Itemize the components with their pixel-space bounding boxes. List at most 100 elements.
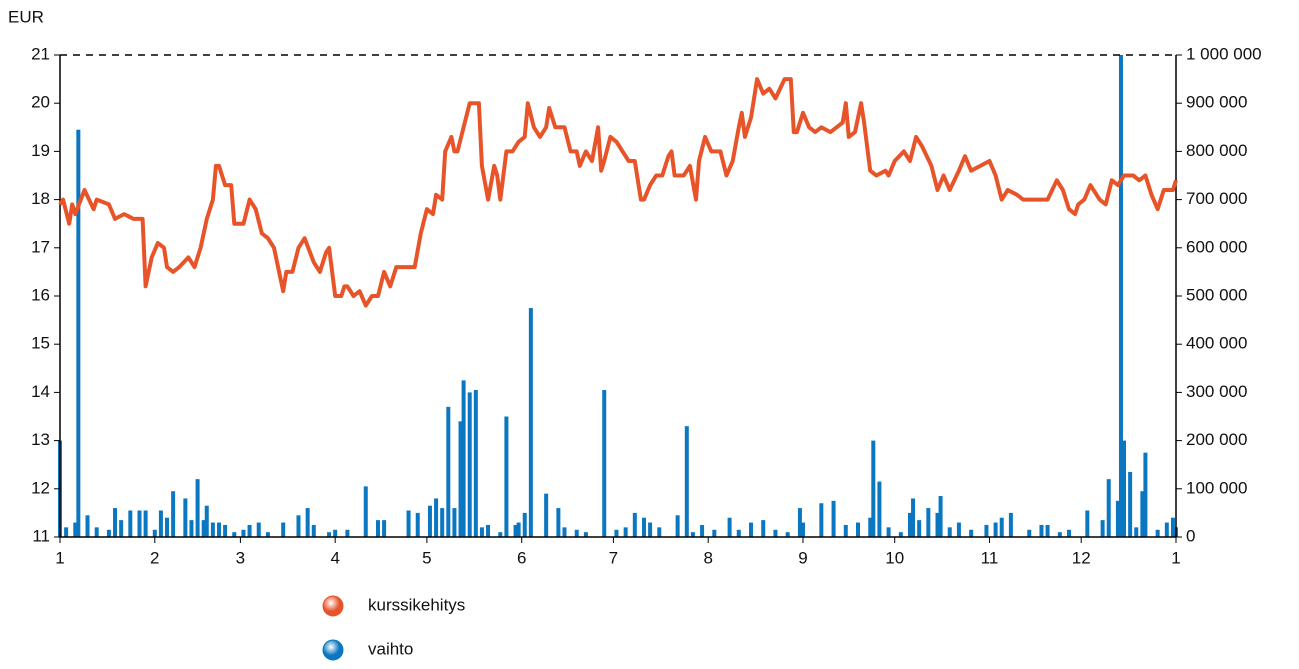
- bar: [171, 491, 176, 537]
- legend-marker: [322, 639, 344, 661]
- bar: [281, 522, 286, 537]
- x-tick-label: 3: [236, 548, 245, 567]
- y2-tick-label: 500 000: [1186, 285, 1247, 304]
- bar: [216, 522, 221, 537]
- bar: [406, 510, 411, 537]
- bar: [785, 532, 790, 537]
- bar: [158, 510, 163, 537]
- bar: [574, 529, 579, 537]
- bar: [843, 524, 848, 537]
- bar: [993, 522, 998, 537]
- bar: [623, 527, 628, 537]
- bar: [868, 517, 873, 537]
- y-tick-label: 21: [31, 44, 50, 63]
- bar: [1134, 527, 1139, 537]
- y2-tick-label: 200 000: [1186, 430, 1247, 449]
- bar: [256, 522, 261, 537]
- y2-tick-label: 800 000: [1186, 141, 1247, 160]
- bar: [684, 426, 689, 537]
- y-axis-label: EUR: [8, 7, 44, 26]
- bar: [1039, 524, 1044, 537]
- bar: [969, 529, 974, 537]
- bar: [641, 517, 646, 537]
- x-tick-label: 10: [885, 548, 904, 567]
- bar: [831, 500, 836, 537]
- bar: [375, 520, 380, 537]
- bar: [562, 527, 567, 537]
- bar: [1106, 479, 1111, 537]
- bar: [201, 520, 206, 537]
- x-tick-label: 5: [422, 548, 431, 567]
- x-tick-label: 1: [55, 548, 64, 567]
- x-tick-label: 11: [981, 548, 999, 567]
- bar: [486, 524, 491, 537]
- bar: [513, 524, 518, 537]
- x-tick-label: 9: [798, 548, 807, 567]
- bar: [1008, 512, 1013, 537]
- x-tick-label: 1: [1171, 548, 1180, 567]
- bar: [265, 532, 270, 537]
- y2-tick-label: 1 000 000: [1186, 44, 1262, 63]
- x-tick-label: 4: [330, 548, 339, 567]
- bar: [415, 512, 420, 537]
- bar: [479, 527, 484, 537]
- bar: [907, 512, 912, 537]
- y-tick-label: 18: [31, 189, 50, 208]
- bar: [984, 524, 989, 537]
- bar: [1066, 529, 1071, 537]
- bar: [544, 493, 549, 537]
- bar: [522, 512, 527, 537]
- bar: [583, 532, 588, 537]
- y-tick-label: 20: [31, 93, 50, 112]
- bar: [797, 508, 802, 537]
- bar: [363, 486, 368, 537]
- bar: [871, 440, 876, 537]
- bar: [911, 498, 916, 537]
- y2-tick-label: 0: [1186, 526, 1195, 545]
- bar: [504, 416, 509, 537]
- bar: [137, 510, 142, 537]
- bar: [917, 520, 922, 537]
- bar: [106, 529, 111, 537]
- x-tick-label: 7: [609, 548, 618, 567]
- bar: [1143, 452, 1148, 537]
- y2-tick-label: 400 000: [1186, 334, 1247, 353]
- bar: [473, 389, 478, 537]
- bar: [690, 532, 695, 537]
- bar: [113, 508, 118, 537]
- y-tick-label: 15: [31, 334, 50, 353]
- bar: [1085, 510, 1090, 537]
- bar: [210, 522, 215, 537]
- bar: [223, 524, 228, 537]
- y-tick-label: 13: [31, 430, 50, 449]
- y-tick-label: 12: [31, 478, 50, 497]
- bar: [1140, 491, 1145, 537]
- bar: [749, 522, 754, 537]
- legend-marker: [322, 595, 344, 617]
- bar: [1045, 524, 1050, 537]
- bar: [528, 308, 533, 537]
- y-tick-label: 19: [31, 141, 50, 160]
- bar: [305, 508, 310, 537]
- bar: [935, 512, 940, 537]
- y-tick-label: 17: [31, 237, 50, 256]
- bar: [440, 508, 445, 537]
- bar: [700, 524, 705, 537]
- bar: [165, 517, 170, 537]
- bar: [189, 520, 194, 537]
- bar: [1115, 500, 1120, 537]
- y-tick-label: 11: [32, 526, 50, 545]
- bar: [296, 515, 301, 537]
- bar: [85, 515, 90, 537]
- bar: [446, 406, 451, 537]
- bar: [999, 517, 1004, 537]
- bar: [877, 481, 882, 537]
- y-tick-label: 14: [31, 382, 50, 401]
- bar: [675, 515, 680, 537]
- bar: [556, 508, 561, 537]
- legend-label: vaihto: [368, 639, 413, 658]
- bar: [458, 421, 463, 537]
- bar: [241, 529, 246, 537]
- y2-tick-label: 600 000: [1186, 237, 1247, 256]
- bar: [856, 522, 861, 537]
